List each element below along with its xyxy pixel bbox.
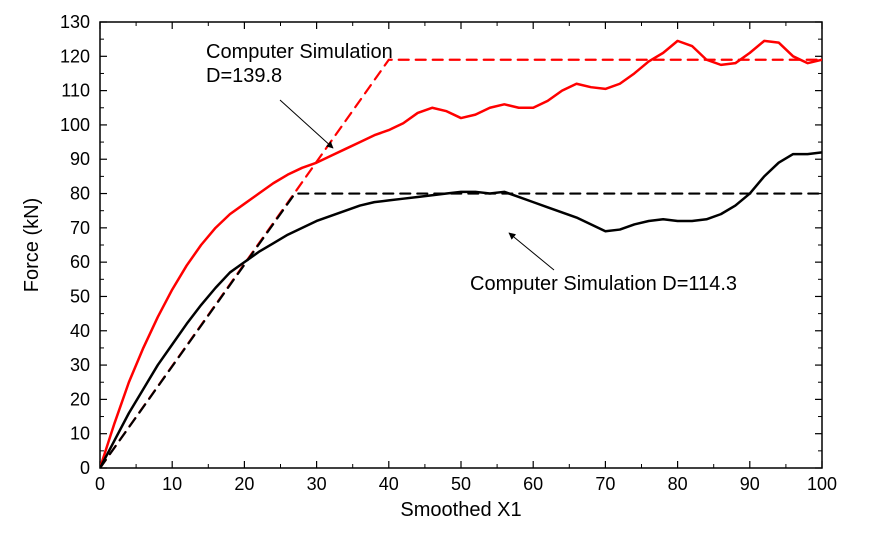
y-axis-label: Force (kN) — [21, 198, 43, 292]
y-tick-label: 100 — [60, 115, 90, 135]
x-tick-label: 70 — [595, 474, 615, 494]
x-tick-label: 100 — [807, 474, 837, 494]
x-tick-label: 10 — [162, 474, 182, 494]
force-chart: 0 10 20 30 40 50 60 70 80 90 100 0 10 20 30 40 50 60 70 80 9… — [0, 0, 876, 533]
x-tick-label: 80 — [668, 474, 688, 494]
x-tick-label: 90 — [740, 474, 760, 494]
y-tick-label: 120 — [60, 46, 90, 66]
y-tick-label: 50 — [70, 286, 90, 306]
label-red-2: D=139.8 — [206, 65, 282, 87]
x-axis-label: Smoothed X1 — [400, 499, 521, 521]
label-red-1: Computer Simulation — [206, 41, 393, 63]
x-tick-label: 30 — [307, 474, 327, 494]
y-tick-label: 0 — [80, 458, 90, 478]
chart-background — [0, 0, 876, 533]
y-tick-label: 110 — [61, 81, 90, 101]
y-tick-label: 130 — [60, 12, 90, 32]
x-tick-label: 40 — [379, 474, 399, 494]
x-tick-label: 0 — [95, 474, 105, 494]
y-tick-label: 70 — [70, 218, 90, 238]
label-black: Computer Simulation D=114.3 — [470, 273, 737, 295]
y-tick-label: 30 — [70, 355, 90, 375]
x-tick-label: 60 — [523, 474, 543, 494]
y-tick-label: 10 — [70, 424, 90, 444]
x-tick-label: 50 — [451, 474, 471, 494]
y-tick-label: 40 — [70, 321, 90, 341]
y-tick-label: 80 — [70, 184, 90, 204]
y-tick-label: 90 — [70, 149, 90, 169]
y-tick-label: 20 — [70, 389, 90, 409]
y-tick-label: 60 — [70, 252, 90, 272]
x-tick-label: 20 — [234, 474, 254, 494]
